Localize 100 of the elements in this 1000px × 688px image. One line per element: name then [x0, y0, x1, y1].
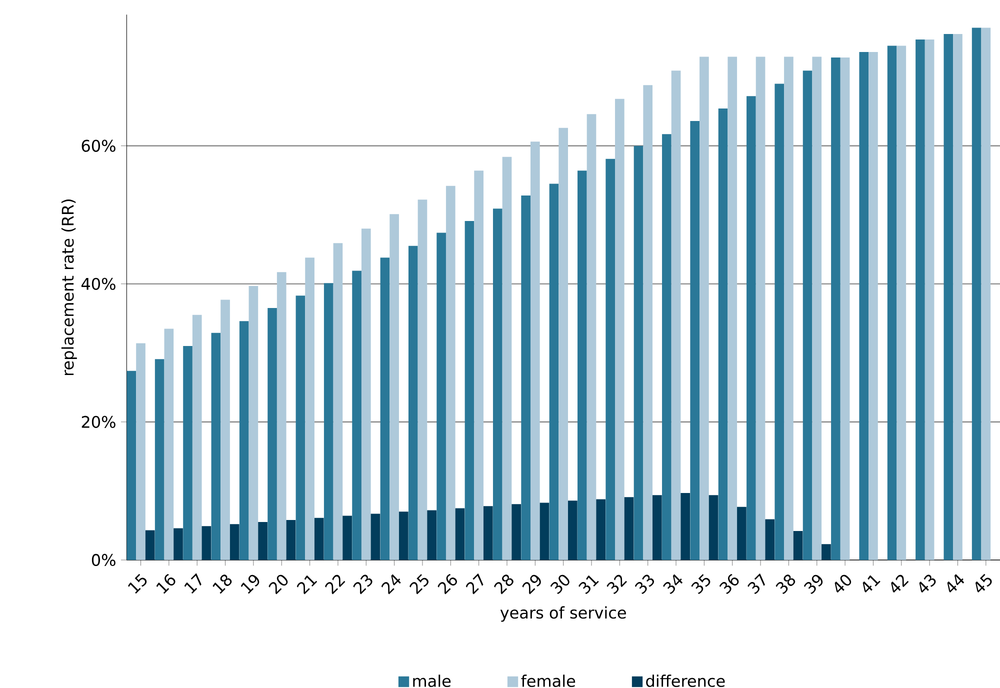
- bar: [700, 56, 709, 560]
- x-tick-label: 20: [268, 574, 288, 594]
- x-tick-label: 27: [466, 573, 484, 594]
- bar: [390, 214, 399, 560]
- bar: [398, 512, 408, 560]
- bar: [662, 134, 672, 560]
- bar: [474, 170, 484, 560]
- x-tick-label: 23: [353, 574, 372, 594]
- bar: [418, 200, 428, 560]
- bar: [512, 504, 521, 560]
- legend-label: female: [521, 674, 576, 688]
- x-tick-label: 29: [522, 574, 541, 594]
- bar: [652, 495, 662, 560]
- bar: [690, 120, 700, 560]
- bar: [793, 530, 803, 560]
- bar: [606, 158, 616, 560]
- bar: [145, 530, 155, 560]
- bar: [276, 272, 286, 560]
- bar: [408, 246, 418, 560]
- bar: [916, 40, 925, 560]
- bar: [831, 57, 840, 560]
- bar: [483, 506, 493, 560]
- x-tick-label: 28: [494, 574, 514, 594]
- bar: [305, 258, 314, 560]
- bar: [296, 296, 306, 560]
- x-tick-label: 35: [691, 574, 710, 594]
- bar: [136, 343, 146, 560]
- bar: [549, 184, 559, 560]
- bar: [944, 34, 954, 560]
- y-tick-label: 60%: [82, 140, 116, 152]
- bar: [586, 114, 596, 560]
- bar: [174, 528, 183, 560]
- bar: [427, 510, 436, 560]
- bar: [540, 502, 550, 560]
- bar: [314, 518, 324, 560]
- bar: [924, 40, 934, 560]
- bar: [352, 270, 362, 560]
- bar: [211, 332, 221, 560]
- bar: [324, 283, 334, 560]
- bar: [380, 258, 390, 560]
- bar: [248, 286, 258, 560]
- bar: [822, 544, 831, 560]
- x-tick-label: 39: [804, 574, 823, 594]
- bar: [615, 98, 624, 560]
- y-tick-label: 40%: [81, 278, 116, 290]
- x-tick-label: 37: [748, 573, 765, 594]
- bar: [981, 28, 991, 560]
- bar: [680, 493, 690, 560]
- x-tick-label: 26: [438, 574, 457, 594]
- bar: [972, 28, 982, 560]
- x-tick-label: 43: [919, 574, 936, 593]
- bar: [578, 170, 587, 560]
- bar: [756, 56, 766, 560]
- bar: [492, 208, 502, 560]
- bar: [896, 46, 906, 560]
- bar: [634, 146, 644, 560]
- bar: [436, 232, 446, 560]
- bar: [370, 514, 380, 560]
- bar: [737, 506, 746, 560]
- bar: [671, 70, 681, 560]
- x-tick-label: 19: [240, 574, 260, 594]
- bar: [708, 495, 718, 560]
- bar: [164, 328, 174, 560]
- x-tick-label: 40: [834, 574, 852, 593]
- legend-label: male: [413, 674, 451, 688]
- bar: [568, 500, 578, 560]
- y-tick-label: 0%: [92, 554, 116, 566]
- bar: [521, 196, 530, 560]
- bar: [728, 56, 738, 560]
- x-tick-label: 42: [891, 574, 909, 593]
- bar: [746, 96, 756, 560]
- bar: [220, 300, 230, 560]
- y-tick-label: 20%: [82, 416, 116, 428]
- bar: [530, 142, 540, 560]
- bar: [502, 156, 512, 560]
- bar: [718, 108, 728, 560]
- bar: [953, 34, 962, 560]
- bar: [286, 520, 296, 560]
- x-tick-label: 36: [719, 574, 739, 594]
- bar: [183, 346, 192, 560]
- bar: [230, 524, 240, 560]
- y-axis-title: replacement rate (RR): [61, 200, 77, 376]
- bar: [258, 522, 268, 560]
- bar: [596, 499, 606, 560]
- x-tick-label: 44: [947, 574, 964, 592]
- bar: [361, 228, 371, 560]
- bar: [840, 57, 850, 560]
- bar: [774, 84, 784, 560]
- bar: [154, 359, 164, 560]
- bar: [802, 70, 812, 560]
- x-tick-label: 18: [212, 574, 232, 594]
- x-tick-label: 21: [296, 575, 318, 594]
- bar: [859, 52, 869, 560]
- x-tick-label: 32: [606, 574, 627, 594]
- x-tick-label: 38: [776, 574, 796, 594]
- bar: [192, 314, 202, 560]
- bar: [342, 516, 352, 560]
- x-tick-label: 45: [975, 574, 992, 592]
- bar: [812, 56, 822, 560]
- x-axis-title: years of service: [500, 606, 626, 622]
